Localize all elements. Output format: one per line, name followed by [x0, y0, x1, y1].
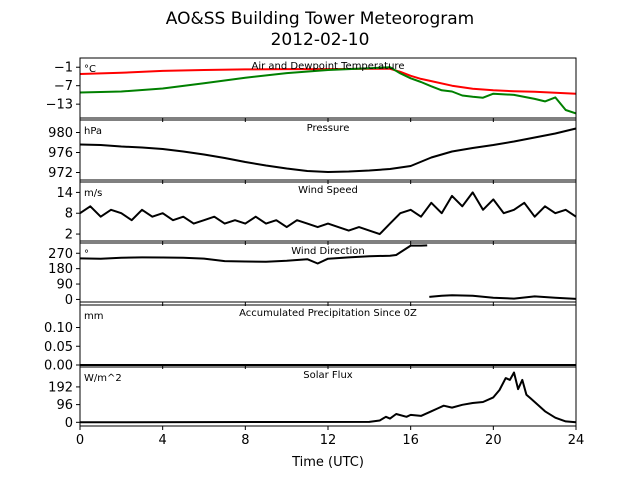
pressure-series-0-line [79, 127, 577, 173]
solar_flux-series-0-line [79, 371, 577, 424]
temperature-y-tick-label: −1 [54, 61, 73, 76]
solar_flux-y-tick-label: 192 [48, 380, 73, 395]
x-axis: 0 4 8 12 16 20 24 [76, 433, 584, 448]
wind_direction-unit-label: ° [84, 249, 89, 260]
panel-wind_speed: 2 8 14 Wind Speed m/s [56, 181, 577, 245]
x-tick-label: 8 [241, 433, 249, 448]
wind_direction-series-1-line [429, 294, 577, 300]
x-tick-label: 0 [76, 433, 84, 448]
solar_flux-y-tick-label: 0 [65, 416, 73, 431]
wind_speed-panel-title: Wind Speed [298, 185, 358, 196]
temperature-y-tick-label: −7 [54, 79, 73, 94]
pressure-y-tick-label: 980 [48, 126, 73, 141]
panel-precipitation: 0.00 0.05 0.10 Accumulated Precipitation Si… [44, 304, 577, 374]
precipitation-panel-title: Accumulated Precipitation Since 0Z [239, 308, 417, 319]
temperature-series-0-line [79, 67, 577, 95]
solar_flux-y-tick-label: 96 [56, 398, 73, 413]
wind_direction-series-0-line [79, 244, 428, 265]
x-tick-label: 12 [320, 433, 337, 448]
precipitation-unit-label: mm [84, 311, 103, 322]
solar_flux-unit-label: W/m^2 [84, 373, 122, 384]
pressure-y-tick-label: 972 [48, 166, 73, 181]
panel-solar_flux: 0 96 192 Solar Flux W/m^2 [48, 366, 577, 431]
chart-subtitle: 2012-02-10 [271, 30, 370, 50]
wind_direction-y-tick-label: 0 [65, 293, 73, 308]
temperature-panel-title: Air and Dewpoint Temperature [252, 61, 405, 72]
panel-temperature: −1 −7 −13 Air and Dewpoint Temperature °C [46, 57, 577, 122]
temperature-unit-label: °C [84, 64, 96, 75]
wind_direction-y-tick-label: 180 [48, 262, 73, 277]
precipitation-y-tick-label: 0.00 [44, 359, 73, 374]
solar_flux-panel-title: Solar Flux [303, 370, 353, 381]
wind_speed-series-0-line [79, 191, 577, 236]
pressure-panel-title: Pressure [307, 123, 350, 134]
temperature-y-tick-label: −13 [46, 98, 73, 113]
panels-group: −1 −7 −13 Air and Dewpoint Temperature °C 972… [44, 57, 577, 431]
x-tick-label: 4 [159, 433, 167, 448]
wind_direction-y-tick-label: 90 [56, 278, 73, 293]
pressure-y-tick-label: 976 [48, 146, 73, 161]
pressure-unit-label: hPa [84, 126, 102, 137]
x-tick-label: 16 [402, 433, 419, 448]
wind_speed-unit-label: m/s [84, 188, 102, 199]
precipitation-y-tick-label: 0.05 [44, 340, 73, 355]
wind_direction-panel-title: Wind Direction [291, 246, 365, 257]
temperature-series-1-line [79, 66, 577, 115]
wind_speed-y-tick-label: 8 [65, 207, 73, 222]
x-tick-label: 20 [485, 433, 502, 448]
wind_speed-y-tick-label: 2 [65, 228, 73, 243]
x-tick-label: 24 [568, 433, 585, 448]
chart-title: AO&SS Building Tower Meteorogram [166, 9, 474, 29]
panel-pressure: 972 976 980 Pressure hPa [48, 119, 577, 184]
wind_direction-y-tick-label: 270 [48, 247, 73, 262]
wind_speed-y-tick-label: 14 [56, 186, 73, 201]
precipitation-y-tick-label: 0.10 [44, 321, 73, 336]
x-axis-label: Time (UTC) [291, 455, 364, 470]
